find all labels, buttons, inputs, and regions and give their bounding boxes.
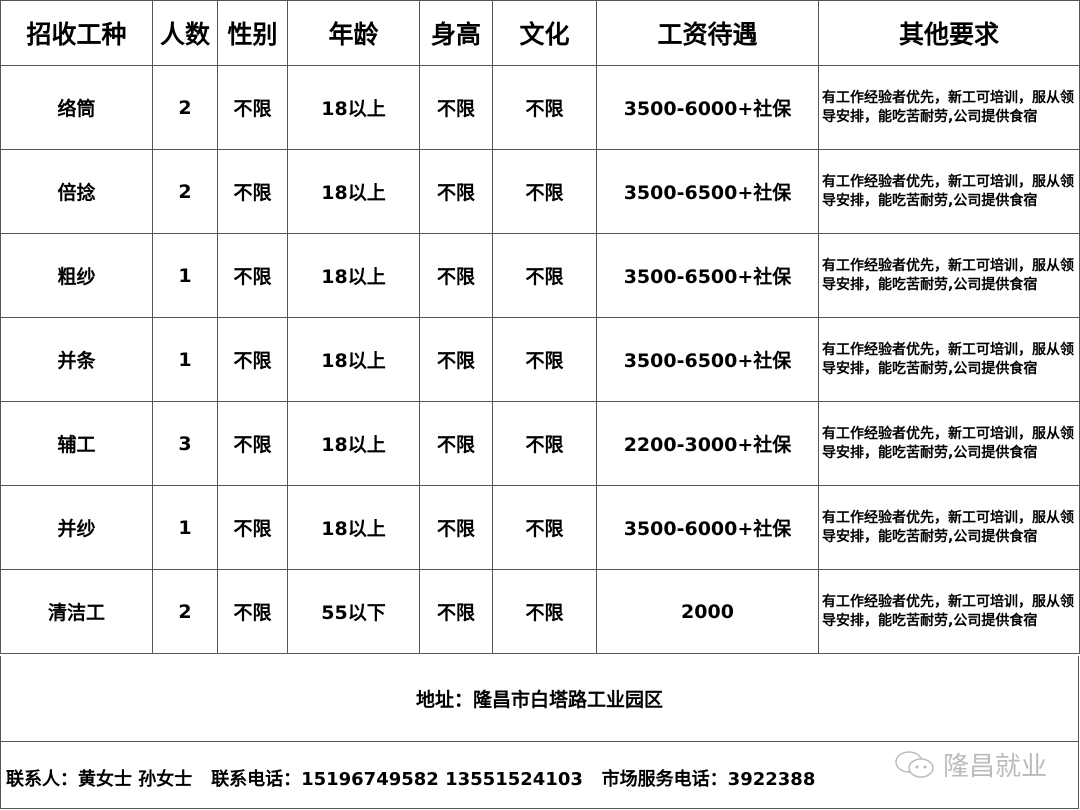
table-cell: 18以上: [287, 149, 420, 234]
table-row: 粗纱 1 不限 18以上 不限 不限 3500-6500+社保 有工作经验者优先，新工可培训，…: [0, 233, 1080, 318]
table-cell: 粗纱: [0, 233, 153, 318]
table-cell: 有工作经验者优先，新工可培训，服从领导安排，能吃苦耐劳,公司提供食宿: [818, 65, 1080, 150]
table-cell: 不限: [217, 149, 288, 234]
table-cell: 3500-6500+社保: [596, 317, 819, 402]
table-row: 并纱 1 不限 18以上 不限 不限 3500-6000+社保 有工作经验者优先，新工可培训，…: [0, 485, 1080, 570]
column-header: 性别: [217, 0, 288, 66]
table-cell: 不限: [217, 317, 288, 402]
table-cell: 1: [152, 233, 218, 318]
table-cell: 2200-3000+社保: [596, 401, 819, 486]
table-cell: 不限: [492, 233, 597, 318]
table-cell: 清洁工: [0, 569, 153, 654]
column-header: 人数: [152, 0, 218, 66]
table-row: 倍捻 2 不限 18以上 不限 不限 3500-6500+社保 有工作经验者优先，新工可培训，…: [0, 149, 1080, 234]
table-cell: 倍捻: [0, 149, 153, 234]
table-cell: 3500-6500+社保: [596, 149, 819, 234]
table-cell: 2: [152, 149, 218, 234]
table-cell: 有工作经验者优先，新工可培训，服从领导安排，能吃苦耐劳,公司提供食宿: [818, 569, 1080, 654]
table-cell: 1: [152, 485, 218, 570]
table-cell: 2: [152, 65, 218, 150]
column-header: 招收工种: [0, 0, 153, 66]
table-cell: 2: [152, 569, 218, 654]
table-cell: 3500-6000+社保: [596, 65, 819, 150]
column-header: 年龄: [287, 0, 420, 66]
watermark-text: 隆昌就业: [943, 752, 1048, 782]
table-cell: 有工作经验者优先，新工可培训，服从领导安排，能吃苦耐劳,公司提供食宿: [818, 317, 1080, 402]
table-cell: 18以上: [287, 233, 420, 318]
table-cell: 不限: [419, 149, 493, 234]
table-cell: 18以上: [287, 317, 420, 402]
table-cell: 不限: [492, 569, 597, 654]
table-row: 络筒 2 不限 18以上 不限 不限 3500-6000+社保 有工作经验者优先，新工可培训，…: [0, 65, 1080, 150]
table-cell: 不限: [419, 485, 493, 570]
table-cell: 不限: [419, 401, 493, 486]
table-cell: 不限: [217, 401, 288, 486]
watermark: 隆昌就业: [893, 746, 1047, 783]
table-row: 并条 1 不限 18以上 不限 不限 3500-6500+社保 有工作经验者优先，新工可培训，…: [0, 317, 1080, 402]
table-cell: 不限: [492, 485, 597, 570]
table-cell: 不限: [492, 317, 597, 402]
column-header: 其他要求: [818, 0, 1080, 66]
table-cell: 不限: [492, 65, 597, 150]
table-cell: 18以上: [287, 401, 420, 486]
table-cell: 55以下: [287, 569, 420, 654]
table-cell: 1: [152, 317, 218, 402]
table-cell: 不限: [492, 401, 597, 486]
table-cell: 有工作经验者优先，新工可培训，服从领导安排，能吃苦耐劳,公司提供食宿: [818, 401, 1080, 486]
table-cell: 3500-6000+社保: [596, 485, 819, 570]
table-cell: 有工作经验者优先，新工可培训，服从领导安排，能吃苦耐劳,公司提供食宿: [818, 485, 1080, 570]
wechat-icon: [895, 750, 934, 778]
column-header: 文化: [492, 0, 597, 66]
table-cell: 不限: [217, 569, 288, 654]
table-row: 辅工 3 不限 18以上 不限 不限 2200-3000+社保 有工作经验者优先，新工可培训，…: [0, 401, 1080, 486]
table-cell: 3500-6500+社保: [596, 233, 819, 318]
table-cell: 不限: [492, 149, 597, 234]
table-cell: 并条: [0, 317, 153, 402]
table-cell: 络筒: [0, 65, 153, 150]
table-cell: 不限: [217, 485, 288, 570]
header-row: 招收工种 人数 性别 年龄 身高 文化 工资待遇 其他要求: [0, 0, 1080, 66]
table-cell: 18以上: [287, 485, 420, 570]
table-cell: 不限: [217, 233, 288, 318]
table-cell: 辅工: [0, 401, 153, 486]
table-cell: 有工作经验者优先，新工可培训，服从领导安排，能吃苦耐劳,公司提供食宿: [818, 149, 1080, 234]
table-cell: 不限: [419, 317, 493, 402]
table-cell: 不限: [419, 233, 493, 318]
table-cell: 3: [152, 401, 218, 486]
recruitment-table: 招收工种 人数 性别 年龄 身高 文化 工资待遇 其他要求 络筒 2 不限 18以上 不限 不限 3500…: [0, 0, 1080, 654]
table-cell: 2000: [596, 569, 819, 654]
column-header: 身高: [419, 0, 493, 66]
column-header: 工资待遇: [596, 0, 819, 66]
contact-info: 联系人：黄女士 孙女士 联系电话：15196749582 13551524103…: [6, 769, 816, 790]
table-cell: 不限: [419, 65, 493, 150]
address: 地址：隆昌市白塔路工业园区: [0, 656, 1079, 742]
table-row: 清洁工 2 不限 55以下 不限 不限 2000 有工作经验者优先，新工可培训，服从领导安排，…: [0, 569, 1080, 654]
table-cell: 不限: [217, 65, 288, 150]
contact-bar: 联系人：黄女士 孙女士 联系电话：15196749582 13551524103…: [0, 741, 1079, 809]
table-cell: 有工作经验者优先，新工可培训，服从领导安排，能吃苦耐劳,公司提供食宿: [818, 233, 1080, 318]
table-cell: 并纱: [0, 485, 153, 570]
table-cell: 18以上: [287, 65, 420, 150]
table-cell: 不限: [419, 569, 493, 654]
